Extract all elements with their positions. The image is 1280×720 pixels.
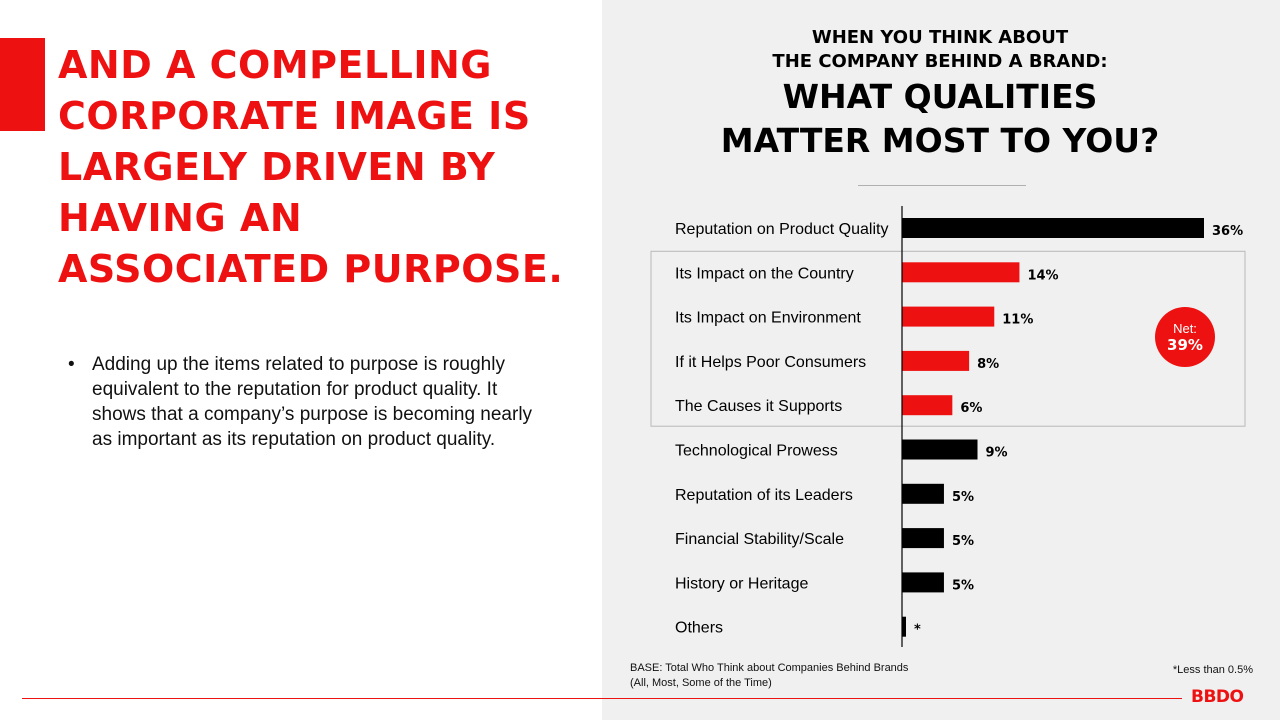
category-label: History or Heritage — [675, 575, 808, 592]
footnote: *Less than 0.5% — [1172, 664, 1253, 676]
bar — [902, 218, 1204, 238]
bar — [902, 439, 978, 460]
title-divider — [858, 185, 1026, 186]
category-label: Reputation on Product Quality — [675, 221, 888, 238]
bullet-list: • Adding up the items related to purpose… — [68, 352, 548, 452]
purpose-highlight-box — [650, 250, 1246, 427]
category-label: If it Helps Poor Consumers — [675, 354, 866, 371]
value-label: 9% — [986, 446, 1008, 461]
category-label: Others — [675, 620, 723, 637]
footer-line — [22, 698, 1182, 699]
chart-title-line-4: MATTER MOST TO YOU? — [720, 121, 1160, 160]
net-badge-label: Net: — [1173, 320, 1197, 336]
bar — [902, 528, 944, 549]
bbdo-logo: BBDO — [1191, 687, 1244, 707]
value-label: * — [914, 623, 921, 638]
bar — [902, 616, 906, 637]
value-label: 5% — [952, 578, 974, 593]
net-badge-value: 39% — [1167, 335, 1203, 354]
chart-title-line-1: WHEN YOU THINK ABOUT — [811, 27, 1069, 48]
category-label: Its Impact on Environment — [675, 310, 861, 327]
chart-title-line-2: THE COMPANY BEHIND A BRAND: — [772, 51, 1108, 72]
net-badge: Net: 39% — [1155, 307, 1215, 367]
chart-title-line-3: WHAT QUALITIES — [782, 77, 1098, 116]
bullet-dot: • — [68, 354, 75, 375]
bar — [902, 483, 944, 504]
base-note: BASE: Total Who Think about Companies Be… — [630, 662, 909, 689]
value-label: 36% — [1212, 224, 1243, 239]
category-label: The Causes it Supports — [675, 398, 842, 415]
bullet-text: Adding up the items related to purpose i… — [92, 354, 533, 450]
bar — [902, 395, 953, 416]
bullet-item: • Adding up the items related to purpose… — [68, 352, 548, 452]
category-label: Financial Stability/Scale — [675, 531, 844, 548]
bar — [902, 306, 995, 327]
category-label: Its Impact on the Country — [675, 265, 854, 282]
bar — [902, 572, 944, 593]
headline: AND A COMPELLING CORPORATE IMAGE IS LARG… — [58, 43, 564, 291]
value-label: 14% — [1027, 268, 1058, 283]
accent-block — [0, 38, 45, 131]
value-label: 5% — [952, 534, 974, 549]
bar — [902, 262, 1020, 283]
value-label: 8% — [977, 357, 999, 372]
value-label: 11% — [1002, 313, 1033, 328]
value-label: 5% — [952, 490, 974, 505]
value-label: 6% — [960, 401, 982, 416]
category-label: Reputation of its Leaders — [675, 487, 853, 504]
category-label: Technological Prowess — [675, 443, 838, 460]
bar — [902, 350, 970, 371]
